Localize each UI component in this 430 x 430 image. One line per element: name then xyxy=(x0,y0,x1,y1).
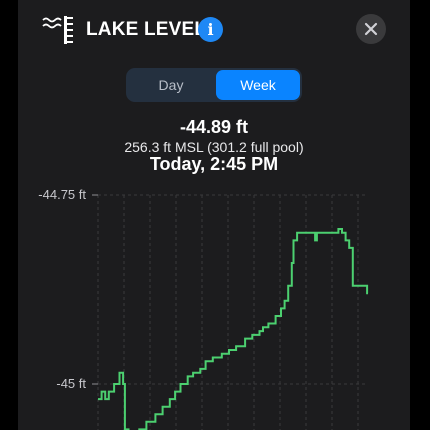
close-icon xyxy=(364,22,378,36)
range-toggle: Day Week xyxy=(126,68,302,102)
lake-level-chart: -44.75 ft -45 ft xyxy=(38,187,369,430)
close-button[interactable] xyxy=(356,14,386,44)
msl-value: 256.3 ft MSL (301.2 full pool) xyxy=(124,139,304,155)
lake-level-value: -44.89 ft xyxy=(179,117,249,137)
water-gauge-icon xyxy=(42,16,73,44)
lake-level-panel: LAKE LEVEL i Day Week -44.89 ft 256.3 ft… xyxy=(18,0,410,430)
page-title: LAKE LEVEL xyxy=(86,19,207,40)
header: LAKE LEVEL i xyxy=(18,0,410,60)
toggle-week[interactable]: Week xyxy=(216,70,300,100)
lake-level-line xyxy=(98,228,369,430)
y-tick-label: -44.75 ft xyxy=(38,187,86,202)
toggle-day[interactable]: Day xyxy=(158,77,184,93)
reading-timestamp: Today, 2:45 PM xyxy=(149,154,279,174)
y-tick-label: -45 ft xyxy=(56,376,86,391)
info-button[interactable]: i xyxy=(198,17,223,42)
